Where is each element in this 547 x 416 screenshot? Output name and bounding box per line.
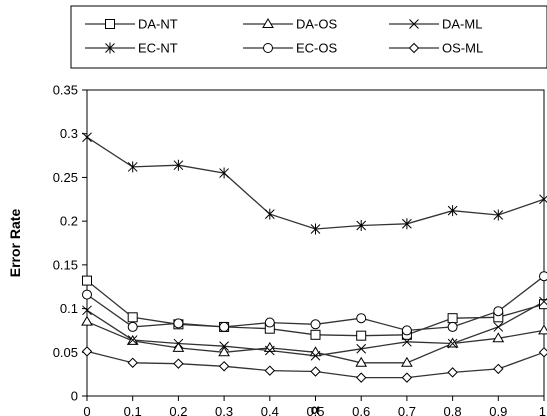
legend: DA-NT DA-OS DA-ML EC-NT EC-OS OS-ML bbox=[70, 5, 547, 69]
data-point-ec-os bbox=[219, 321, 230, 332]
legend-marker-os-ml bbox=[408, 42, 420, 54]
data-point-da-ml bbox=[402, 336, 412, 347]
data-point-da-ml bbox=[173, 338, 184, 349]
data-point-da-os bbox=[218, 346, 230, 357]
legend-label-ec-nt: EC-NT bbox=[138, 41, 178, 56]
legend-label-ec-os: EC-OS bbox=[296, 41, 338, 56]
data-point-ec-nt bbox=[447, 205, 458, 217]
x-tick-label: 0.8 bbox=[444, 404, 462, 416]
data-point-ec-nt bbox=[493, 209, 504, 221]
legend-marker-da-ml bbox=[409, 19, 419, 29]
data-point-ec-os bbox=[356, 313, 367, 324]
data-point-ec-os bbox=[127, 321, 138, 332]
y-axis-ticks: 0 0.05 0.1 0.15 0.2 0.25 0.3 0.35 bbox=[53, 83, 87, 404]
data-point-da-ml bbox=[447, 338, 458, 349]
data-point-os-ml bbox=[447, 367, 458, 378]
x-axis-ticks: 0 0.1 0.2 0.3 0.4 0.5 0.6 0.7 0.8 0.9 1 bbox=[83, 396, 546, 416]
legend-marker-ec-os bbox=[263, 43, 273, 53]
legend-label-os-ml: OS-ML bbox=[442, 41, 483, 56]
data-point-da-os bbox=[263, 341, 276, 352]
data-point-os-ml bbox=[310, 366, 321, 377]
y-tick-label: 0.05 bbox=[53, 345, 78, 360]
x-tick-label: 0.3 bbox=[215, 404, 233, 416]
data-point-da-ml bbox=[310, 350, 321, 361]
y-tick-label: 0.3 bbox=[60, 126, 78, 141]
data-point-ec-os bbox=[401, 325, 412, 336]
x-tick-label: 0.7 bbox=[398, 404, 416, 416]
data-point-ec-nt bbox=[310, 223, 321, 235]
data-point-os-ml bbox=[538, 347, 547, 358]
x-tick-label: 0.1 bbox=[124, 404, 142, 416]
x-tick-label: 0.4 bbox=[261, 404, 279, 416]
data-point-os-ml bbox=[355, 372, 367, 383]
data-point-da-nt bbox=[310, 329, 321, 340]
data-point-ec-nt bbox=[82, 131, 92, 143]
data-point-os-ml bbox=[218, 361, 230, 372]
data-point-ec-nt bbox=[127, 161, 138, 173]
x-tick-label: 1 bbox=[539, 404, 546, 416]
x-axis-title: α bbox=[311, 401, 320, 416]
data-point-da-os bbox=[81, 315, 93, 326]
data-point-os-ml bbox=[401, 372, 413, 383]
data-point-ec-nt bbox=[402, 218, 412, 230]
data-point-ec-os bbox=[493, 306, 504, 317]
y-axis-title: Error Rate bbox=[7, 209, 23, 278]
data-point-ec-nt bbox=[173, 159, 184, 171]
x-tick-label: 0.9 bbox=[489, 404, 507, 416]
data-point-da-os bbox=[492, 332, 505, 343]
data-point-da-ml bbox=[127, 335, 138, 345]
data-point-os-ml bbox=[173, 358, 184, 369]
x-tick-label: 0.5 bbox=[306, 404, 324, 416]
data-point-os-ml bbox=[264, 365, 276, 376]
x-tick-label: 0.6 bbox=[352, 404, 370, 416]
legend-marker-ec-nt bbox=[105, 42, 115, 54]
data-point-da-nt bbox=[127, 312, 138, 323]
series-line-ec-nt bbox=[86, 136, 545, 230]
y-tick-label: 0.1 bbox=[60, 301, 78, 316]
data-point-da-ml bbox=[219, 341, 229, 352]
data-point-da-os bbox=[355, 356, 368, 367]
data-point-ec-nt bbox=[356, 220, 367, 232]
data-point-ec-os bbox=[82, 289, 92, 300]
legend-marker-da-os bbox=[262, 18, 274, 28]
data-point-ec-os bbox=[310, 319, 321, 330]
data-point-da-os bbox=[401, 356, 413, 367]
data-point-os-ml bbox=[493, 363, 504, 375]
y-tick-label: 0 bbox=[71, 389, 78, 404]
y-tick-label: 0.15 bbox=[53, 257, 78, 272]
legend-label-da-os: DA-OS bbox=[296, 17, 338, 32]
data-point-ec-nt bbox=[219, 167, 229, 179]
data-point-da-ml bbox=[493, 322, 504, 332]
data-point-da-ml bbox=[539, 296, 547, 307]
data-point-ec-os bbox=[173, 318, 184, 329]
series-lines bbox=[81, 131, 547, 383]
legend-label-da-nt: DA-NT bbox=[138, 17, 178, 32]
data-point-ec-nt bbox=[539, 193, 547, 205]
data-point-da-nt bbox=[447, 313, 458, 324]
data-point-da-os bbox=[172, 341, 185, 352]
data-point-ec-os bbox=[539, 271, 547, 282]
y-tick-label: 0.2 bbox=[60, 214, 78, 229]
data-point-os-ml bbox=[127, 357, 138, 368]
legend-box bbox=[70, 5, 547, 69]
x-tick-label: 0.2 bbox=[169, 404, 187, 416]
data-point-da-ml bbox=[82, 305, 92, 316]
data-point-ec-os bbox=[447, 321, 458, 332]
y-tick-label: 0.25 bbox=[53, 170, 78, 185]
data-point-ec-nt bbox=[264, 208, 275, 220]
data-point-da-ml bbox=[356, 343, 367, 354]
data-point-da-nt bbox=[356, 330, 367, 341]
data-point-da-nt bbox=[539, 299, 547, 310]
y-tick-label: 0.35 bbox=[53, 83, 78, 98]
data-point-da-nt bbox=[82, 275, 92, 286]
legend-label-da-ml: DA-ML bbox=[442, 17, 482, 32]
legend-marker-da-nt bbox=[105, 19, 115, 29]
data-point-da-os bbox=[538, 324, 547, 335]
data-point-da-os bbox=[446, 337, 459, 348]
x-tick-label: 0 bbox=[83, 404, 90, 416]
data-point-da-ml bbox=[264, 345, 275, 356]
data-point-os-ml bbox=[81, 346, 93, 357]
data-point-ec-os bbox=[264, 317, 275, 328]
